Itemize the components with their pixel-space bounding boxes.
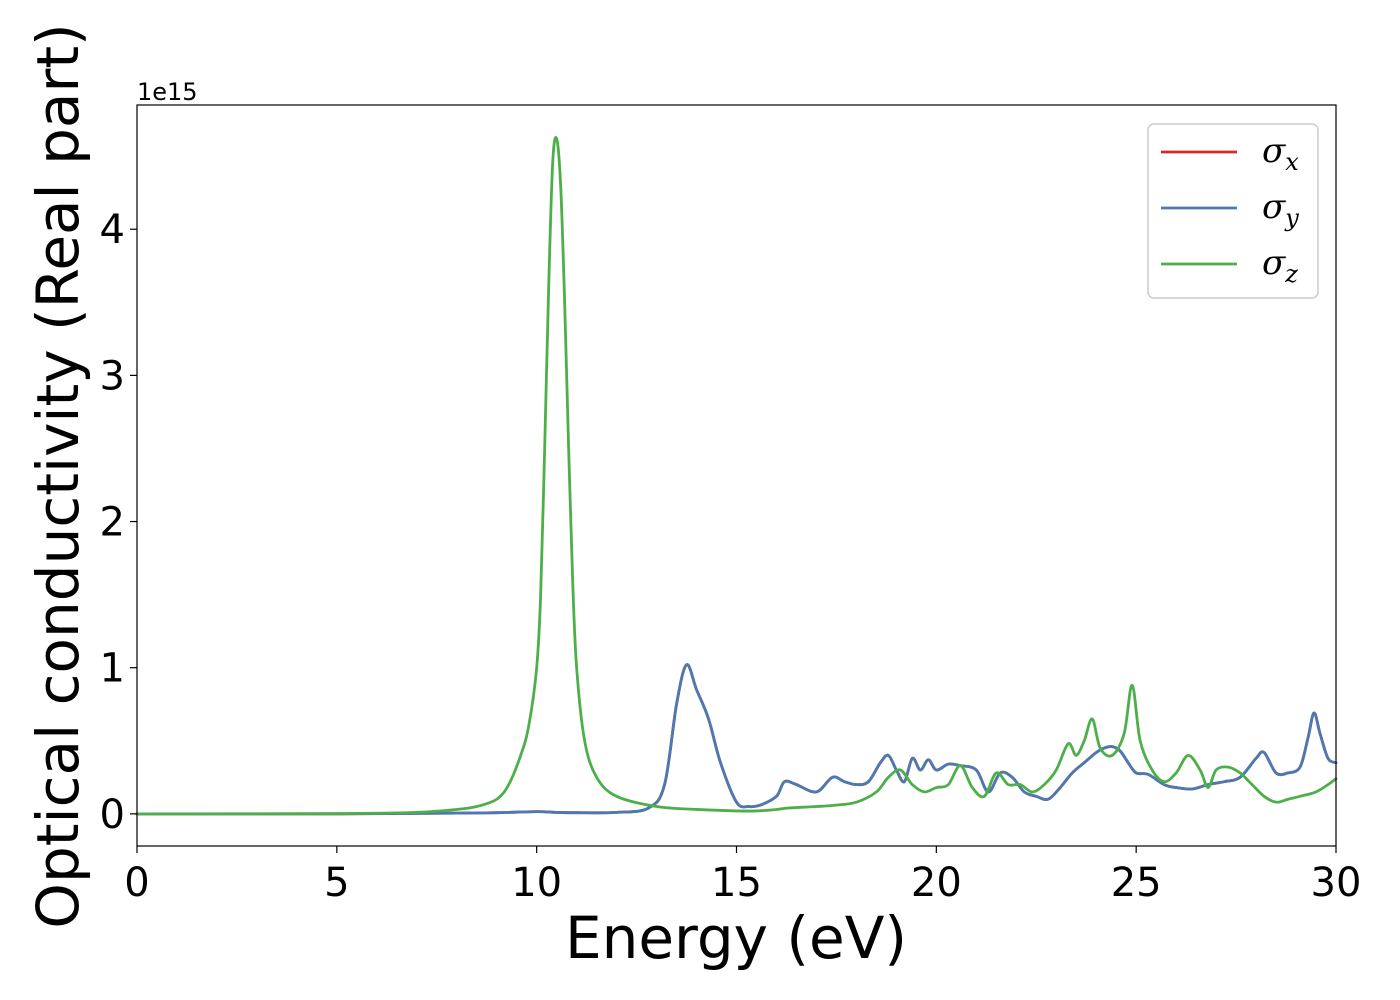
y-tick-label: 0 xyxy=(100,792,125,838)
legend-label: σx xyxy=(1262,131,1299,176)
y-tick-label: 2 xyxy=(100,500,125,546)
x-axis-title: Energy (eV) xyxy=(565,904,907,972)
x-tick-label: 15 xyxy=(711,860,762,906)
y-offset-label: 1e15 xyxy=(137,78,198,106)
y-tick-label: 3 xyxy=(100,353,125,399)
legend-label: σy xyxy=(1262,187,1299,232)
series-line-z xyxy=(135,136,1338,816)
x-tick-label: 5 xyxy=(324,860,349,906)
legend: σx σy σz xyxy=(1147,123,1319,299)
x-tick-label: 30 xyxy=(1311,860,1362,906)
x-axis: 0 5 10 15 20 25 30 xyxy=(124,846,1361,906)
y-tick-label: 1 xyxy=(100,646,125,692)
y-axis-title: Optical conductivity (Real part) xyxy=(24,23,92,928)
x-tick-label: 0 xyxy=(124,860,149,906)
series-line-y xyxy=(135,663,1338,816)
legend-item-x: σx xyxy=(1161,131,1299,176)
legend-item-y: σy xyxy=(1161,187,1299,232)
x-tick-label: 20 xyxy=(911,860,962,906)
legend-item-z: σz xyxy=(1161,243,1298,288)
series-layer xyxy=(135,136,1338,816)
legend-box xyxy=(1147,123,1319,299)
legend-items: σx σy σz xyxy=(1161,131,1299,288)
x-tick-label: 25 xyxy=(1111,860,1162,906)
y-tick-label: 4 xyxy=(100,207,125,253)
y-axis: 0 1 2 3 4 xyxy=(100,207,137,838)
legend-label: σz xyxy=(1262,243,1298,288)
x-tick-label: 10 xyxy=(511,860,562,906)
